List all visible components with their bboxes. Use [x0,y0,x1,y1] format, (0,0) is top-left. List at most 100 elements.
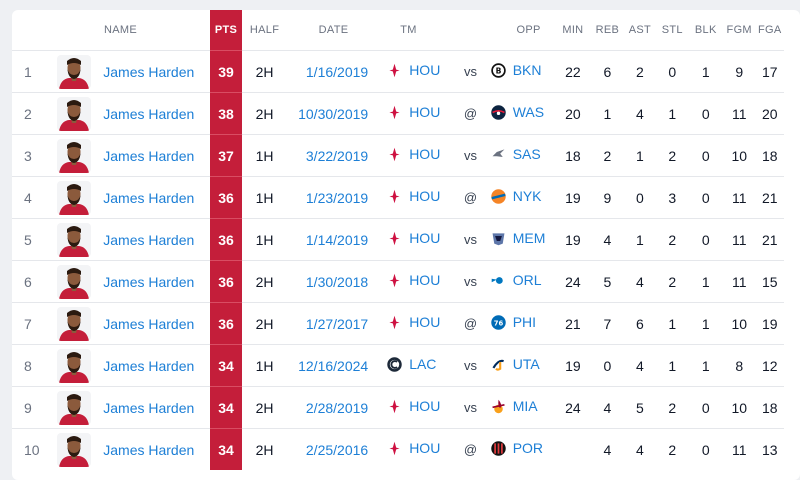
player-avatar[interactable] [56,222,91,257]
col-header-tm[interactable]: TM [400,24,417,36]
player-name-link[interactable]: James Harden [101,302,210,345]
player-avatar[interactable] [56,390,91,425]
opponent-abbr-link[interactable]: WAS [512,104,545,120]
team-abbr-link[interactable]: HOU [409,272,441,288]
player-avatar[interactable] [56,180,91,215]
game-date-link[interactable]: 1/16/2019 [286,50,381,93]
opponent-cell[interactable]: UTA [487,344,555,387]
team-abbr-link[interactable]: HOU [409,62,441,78]
team-cell[interactable]: HOU [380,302,454,345]
stl-cell: 1 [656,344,689,387]
opponent-abbr-link[interactable]: PHI [512,314,537,330]
col-header-date[interactable]: DATE [318,24,349,36]
pts-cell: 34 [209,386,243,429]
player-name-link[interactable]: James Harden [101,134,210,177]
table-row[interactable]: 7 James Harden 36 2H 1/27/2017 HOU @76 PHI 21 7 6 1… [12,302,784,345]
player-name-link[interactable]: James Harden [101,260,210,303]
fgm-cell: 11 [723,92,756,135]
opponent-cell[interactable]: SAS [487,134,555,177]
team-abbr-link[interactable]: HOU [409,398,441,414]
fgm-cell: 11 [723,260,756,303]
table-row[interactable]: 9 James Harden 34 2H 2/28/2019 HOU vs MIA 24 4 5 2 0… [12,386,784,429]
team-abbr-link[interactable]: LAC [409,356,437,372]
player-name-link[interactable]: James Harden [101,218,210,261]
col-header-half[interactable]: HALF [249,24,280,36]
team-cell[interactable]: HOU [380,428,454,470]
player-name-link[interactable]: James Harden [101,428,210,470]
col-header-ast[interactable]: AST [628,24,651,36]
col-header-fga[interactable]: FGA [757,24,782,36]
player-name-link[interactable]: James Harden [101,176,210,219]
player-avatar[interactable] [56,264,91,299]
opponent-cell[interactable]: ORL [487,260,555,303]
player-name-link[interactable]: James Harden [101,344,210,387]
player-avatar[interactable] [56,432,91,467]
game-date-link[interactable]: 1/27/2017 [286,302,381,345]
team-abbr-link[interactable]: HOU [409,104,441,120]
team-cell[interactable]: HOU [380,218,454,261]
team-abbr-link[interactable]: HOU [409,230,441,246]
team-abbr-link[interactable]: HOU [409,314,441,330]
opponent-cell[interactable]: POR [487,428,555,470]
opponent-cell[interactable]: NYK [487,176,555,219]
opponent-cell[interactable]: MIA [487,386,555,429]
player-name-link[interactable]: James Harden [101,386,210,429]
table-row[interactable]: 3 James Harden 37 1H 3/22/2019 HOU vs SAS 18 2 1 2 0… [12,134,784,177]
col-header-blk[interactable]: BLK [694,24,717,36]
team-cell[interactable]: HOU [380,134,454,177]
col-header-stl[interactable]: STL [661,24,683,36]
half-cell: 2H [242,386,287,429]
team-cell[interactable]: HOU [380,50,454,93]
opponent-cell[interactable]: 76 PHI [487,302,555,345]
team-cell[interactable]: HOU [380,386,454,429]
table-row[interactable]: 4 James Harden 36 1H 1/23/2019 HOU @ NYK 19 9 0 3 0 1… [12,176,784,219]
game-date-link[interactable]: 12/16/2024 [286,344,381,387]
player-name-link[interactable]: James Harden [101,92,210,135]
player-avatar[interactable] [56,306,91,341]
col-header-name[interactable]: NAME [104,24,137,36]
player-avatar[interactable] [56,348,91,383]
team-cell[interactable]: HOU [380,260,454,303]
player-avatar[interactable] [56,54,91,89]
opponent-cell[interactable]: WAS [487,92,555,135]
team-abbr-link[interactable]: HOU [409,146,441,162]
home-away-cell: vs [453,344,488,387]
table-row[interactable]: 8 James Harden 34 1H 12/16/2024 LAC vs UTA 19 0 4 1… [12,344,784,387]
team-cell[interactable]: HOU [380,92,454,135]
col-header-fgm[interactable]: FGM [726,24,752,36]
col-header-min[interactable]: MIN [562,24,584,36]
opponent-abbr-link[interactable]: MIA [512,398,538,414]
opponent-abbr-link[interactable]: ORL [512,272,542,288]
opponent-abbr-link[interactable]: UTA [512,356,540,372]
opponent-abbr-link[interactable]: NYK [512,188,542,204]
team-cell[interactable]: LAC [380,344,454,387]
player-avatar[interactable] [56,138,91,173]
game-date-link[interactable]: 3/22/2019 [286,134,381,177]
opponent-abbr-link[interactable]: MEM [512,230,546,246]
player-avatar[interactable] [56,96,91,131]
game-date-link[interactable]: 2/28/2019 [286,386,381,429]
team-abbr-link[interactable]: HOU [409,188,441,204]
table-row[interactable]: 6 James Harden 36 2H 1/30/2018 HOU vs ORL 24 5 4 2 1… [12,260,784,303]
opponent-abbr-link[interactable]: BKN [512,62,542,78]
table-row[interactable]: 2 James Harden 38 2H 10/30/2019 HOU @ WAS 20 1 4 1 0… [12,92,784,135]
opponent-cell[interactable]: B BKN [487,50,555,93]
game-date-link[interactable]: 1/14/2019 [286,218,381,261]
table-row[interactable]: 5 James Harden 36 1H 1/14/2019 HOU vs MEM 19 4 1 2 0… [12,218,784,261]
opponent-abbr-link[interactable]: POR [512,440,544,456]
col-header-reb[interactable]: REB [595,24,620,36]
game-date-link[interactable]: 1/30/2018 [286,260,381,303]
table-row[interactable]: 1 James Harden 39 2H 1/16/2019 HOU vs B BKN 22 6 2 0… [12,50,784,93]
opponent-cell[interactable]: MEM [487,218,555,261]
game-date-link[interactable]: 10/30/2019 [286,92,381,135]
team-cell[interactable]: HOU [380,176,454,219]
game-date-link[interactable]: 2/25/2016 [286,428,381,470]
player-name-link[interactable]: James Harden [101,50,210,93]
opponent-abbr-link[interactable]: SAS [512,146,541,162]
reb-cell: 4 [591,428,624,470]
team-abbr-link[interactable]: HOU [409,440,441,456]
table-row[interactable]: 10 James Harden 34 2H 2/25/2016 HOU @ POR 4 4 2 0 11… [12,428,784,470]
col-header-pts[interactable]: PTS [209,10,243,51]
game-date-link[interactable]: 1/23/2019 [286,176,381,219]
col-header-opp[interactable]: OPP [516,24,541,36]
